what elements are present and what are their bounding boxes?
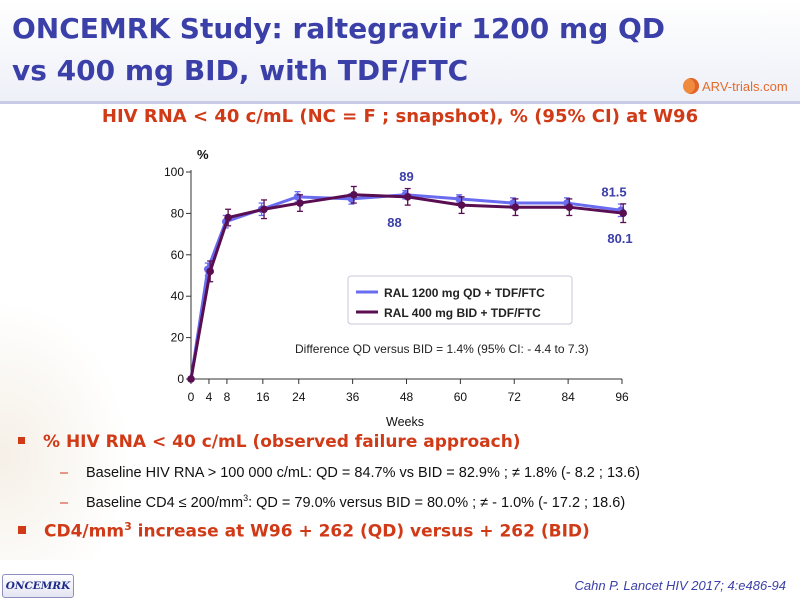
title-divider: [0, 101, 800, 104]
chart-subtitle: HIV RNA < 40 c/mL (NC = F ; snapshot), %…: [101, 106, 699, 127]
title-band: [0, 0, 800, 102]
bullet-text: CD4/mm: [44, 521, 125, 542]
x-tick-label: 8: [224, 390, 231, 404]
sub-bullet-baseline-cd4: – Baseline CD4 ≤ 200/mm3: QD = 79.0% vers…: [60, 493, 625, 511]
citation: Cahn P. Lancet HIV 2017; 4:e486-94: [574, 578, 786, 593]
x-tick-label: 60: [454, 390, 468, 404]
sub-bullet-text: Baseline HIV RNA > 100 000 c/mL: QD = 84…: [86, 465, 640, 481]
legend-label-qd: RAL 1200 mg QD + TDF/FTC: [384, 286, 545, 300]
chart-labels: 89 88 81.5 80.1: [387, 169, 632, 246]
y-tick-label: 100: [164, 165, 184, 179]
x-tick-label: 36: [346, 390, 360, 404]
bullet-observed-failure: % HIV RNA < 40 c/mL (observed failure ap…: [18, 432, 521, 452]
study-badge: ONCEMRK: [2, 574, 74, 598]
y-tick-label: 80: [171, 206, 185, 220]
x-tick-label: 4: [206, 390, 213, 404]
legend-label-bid: RAL 400 mg BID + TDF/FTC: [384, 306, 541, 320]
bullet-cd4-increase: CD4/mm3 increase at W96 + 262 (QD) versu…: [18, 520, 590, 542]
x-tick-label: 48: [400, 390, 414, 404]
x-tick-label: 84: [561, 390, 575, 404]
sub-bullet-text: Baseline CD4 ≤ 200/mm: [86, 494, 244, 511]
data-label: 88: [387, 215, 401, 230]
data-point: [565, 203, 574, 211]
superscript: 3: [243, 493, 249, 503]
bullet-square-icon: [18, 437, 25, 444]
dash-icon: –: [60, 465, 69, 481]
x-tick-label: 0: [188, 390, 195, 404]
data-label: 80.1: [607, 231, 632, 246]
data-point: [619, 209, 627, 217]
data-point: [206, 267, 214, 276]
logo-icon: [683, 78, 699, 94]
logo-text: ARV-trials.com: [702, 78, 788, 94]
legend-box: [347, 275, 573, 325]
data-point: [457, 201, 466, 209]
superscript: 3: [124, 520, 132, 533]
x-tick-label: 16: [256, 390, 270, 404]
bullet-text: increase at W96 + 262 (QD) versus + 262 …: [131, 521, 590, 542]
bullet-text: % HIV RNA < 40 c/mL (observed failure ap…: [43, 432, 521, 452]
bullet-square-icon: [18, 526, 26, 535]
slide-title-line1: ONCEMRK Study: raltegravir 1200 mg QD: [12, 12, 666, 45]
dash-icon: –: [60, 494, 69, 511]
y-axis-label: %: [197, 147, 209, 162]
y-tick-label: 60: [171, 248, 185, 262]
chart-series: [187, 185, 627, 383]
data-point: [403, 193, 412, 201]
slide-title-line2: vs 400 mg BID, with TDF/FTC: [12, 54, 469, 87]
x-tick-label: 72: [508, 390, 522, 404]
data-label: 81.5: [601, 184, 626, 199]
arv-trials-logo: ARV-trials.com: [683, 76, 788, 96]
y-tick-label: 0: [177, 372, 184, 386]
data-point: [224, 213, 232, 222]
background-decoration: [0, 300, 130, 560]
sub-bullet-baseline-rna: – Baseline HIV RNA > 100 000 c/mL: QD = 8…: [60, 465, 640, 481]
y-tick-label: 40: [171, 289, 185, 303]
x-tick-label: 24: [292, 390, 306, 404]
data-point: [296, 199, 304, 207]
data-point: [350, 190, 358, 199]
slide-title: ONCEMRK Study: raltegravir 1200 mg QD vs…: [12, 8, 665, 92]
x-tick-label: 96: [615, 390, 629, 404]
data-point: [187, 375, 195, 383]
data-point: [260, 205, 268, 214]
x-axis-label: Weeks: [386, 415, 424, 429]
difference-annotation: Difference QD versus BID = 1.4% (95% CI:…: [295, 342, 589, 356]
chart-legend: RAL 1200 mg QD + TDF/FTC RAL 400 mg BID …: [347, 275, 573, 325]
sub-bullet-text: : QD = 79.0% versus BID = 80.0% ; ≠ - 1.…: [248, 494, 626, 511]
y-tick-label: 20: [171, 331, 185, 345]
data-point: [511, 203, 520, 211]
data-label: 89: [399, 169, 413, 184]
